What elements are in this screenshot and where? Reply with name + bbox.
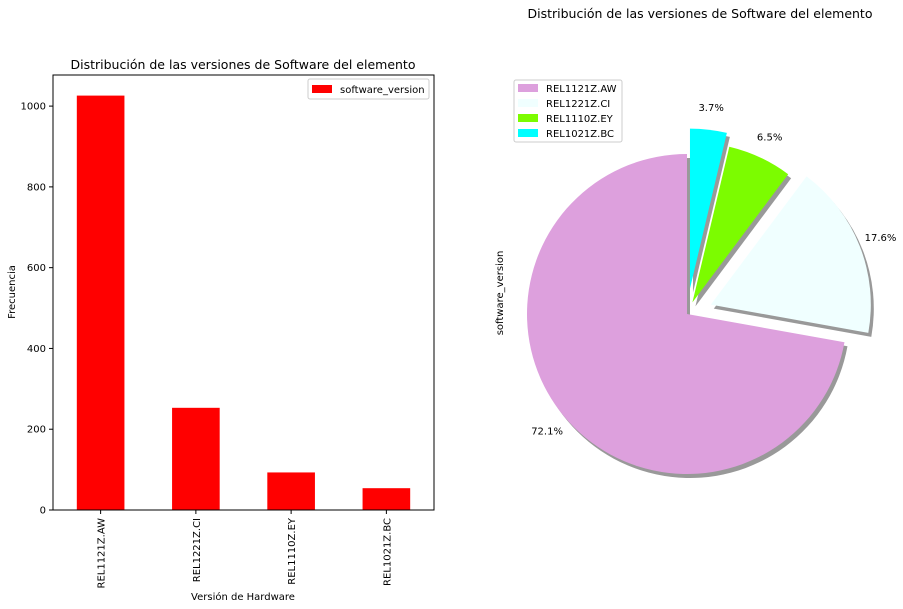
y-tick-label: 0	[40, 506, 46, 517]
pie-slice-rel1021z-bc	[689, 128, 727, 289]
x-tick-label: REL1110Z.EY	[287, 517, 298, 585]
bar-rel1221z-ci	[172, 407, 220, 510]
x-tick-label: REL1021Z.BC	[382, 518, 393, 586]
pie-legend-label: REL1110Z.EY	[546, 114, 614, 125]
pie-legend-swatch	[518, 99, 538, 107]
bar-chart-title: Distribución de las versiones de Softwar…	[71, 57, 416, 72]
pie-chart: Distribución de las versiones de Softwar…	[495, 6, 896, 478]
legend-box	[307, 78, 430, 100]
pie-chart-title: Distribución de las versiones de Softwar…	[528, 6, 873, 21]
pie-legend-label: REL1221Z.CI	[546, 99, 610, 110]
y-tick-label: 800	[27, 182, 46, 193]
y-axis-label: Frecuencia	[7, 265, 18, 319]
pie-legend-box	[513, 79, 623, 143]
pie-labels: 72.1% 17.6% 6.5% 3.7%	[531, 103, 896, 438]
bar-axes-frame	[52, 74, 435, 511]
y-tick-label: 200	[27, 425, 46, 436]
pie-legend-swatch	[518, 114, 538, 122]
bar-series-software-version	[76, 95, 411, 511]
x-axis-label: Versión de Hardware	[191, 591, 295, 603]
pie-legend-swatch	[518, 84, 538, 92]
x-tick-label: REL1221Z.CI	[192, 518, 203, 582]
pie-legend-swatch	[518, 129, 538, 137]
y-axis-ticks: 0 200 400 600 800 1000	[21, 102, 53, 517]
pie-legend-label: REL1021Z.BC	[546, 129, 614, 140]
pie-wedges	[527, 128, 871, 474]
bar-legend: software_version	[307, 78, 430, 100]
pie-legend-label: REL1121Z.AW	[546, 84, 617, 95]
y-tick-label: 1000	[21, 102, 46, 113]
pie-value-label: 72.1%	[531, 427, 563, 438]
bar-rel1121z-aw	[76, 95, 125, 511]
pie-value-label: 6.5%	[757, 133, 782, 144]
bar-chart: Distribución de las versiones de Softwar…	[7, 57, 435, 603]
pie-slice-rel1121z-aw	[527, 154, 845, 474]
y-tick-label: 400	[27, 344, 46, 355]
legend-swatch	[312, 85, 332, 93]
bar-rel1021z-bc	[362, 488, 411, 510]
x-tick-label: REL1121Z.AW	[97, 518, 108, 589]
pie-legend: REL1121Z.AW REL1221Z.CI REL1110Z.EY REL1021…	[513, 79, 623, 143]
bar-rel1110z-ey	[267, 472, 315, 510]
pie-value-label: 17.6%	[865, 233, 897, 244]
pie-slice-rel1110z-ey	[692, 146, 789, 303]
y-tick-label: 600	[27, 263, 46, 274]
legend-label: software_version	[340, 85, 425, 96]
pie-slice-rel1221z-ci	[710, 176, 871, 333]
pie-value-label: 3.7%	[698, 103, 723, 114]
pie-y-axis-label: software_version	[495, 251, 506, 336]
x-axis-ticks: REL1121Z.AW REL1221Z.CI REL1110Z.EY REL1021…	[97, 510, 393, 589]
